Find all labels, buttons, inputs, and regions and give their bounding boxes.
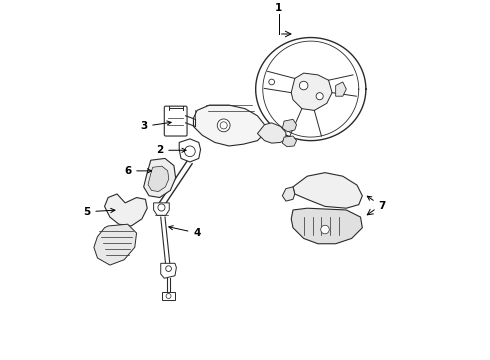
- FancyBboxPatch shape: [164, 106, 187, 136]
- Text: 1: 1: [275, 3, 282, 13]
- Circle shape: [166, 293, 171, 298]
- Polygon shape: [144, 158, 176, 198]
- Circle shape: [220, 122, 227, 129]
- Circle shape: [217, 119, 230, 132]
- Polygon shape: [282, 119, 296, 132]
- Polygon shape: [104, 194, 147, 226]
- Circle shape: [299, 81, 308, 90]
- Circle shape: [185, 146, 195, 157]
- Polygon shape: [94, 224, 137, 265]
- Polygon shape: [194, 105, 265, 146]
- Circle shape: [269, 79, 274, 85]
- Polygon shape: [293, 173, 362, 208]
- Text: 4: 4: [169, 226, 201, 238]
- Polygon shape: [161, 263, 176, 278]
- Text: 5: 5: [83, 207, 115, 217]
- Circle shape: [321, 225, 329, 234]
- Polygon shape: [336, 82, 346, 96]
- Circle shape: [158, 204, 165, 211]
- Polygon shape: [162, 292, 175, 300]
- Polygon shape: [291, 73, 332, 111]
- Polygon shape: [257, 123, 286, 143]
- Polygon shape: [282, 187, 295, 201]
- Text: 3: 3: [140, 121, 171, 131]
- Text: 2: 2: [156, 145, 186, 155]
- Polygon shape: [179, 139, 200, 162]
- Text: 6: 6: [124, 166, 151, 176]
- Circle shape: [316, 93, 323, 100]
- Polygon shape: [291, 208, 362, 244]
- Text: 7: 7: [368, 196, 386, 211]
- Circle shape: [166, 266, 171, 271]
- Polygon shape: [148, 166, 169, 192]
- Polygon shape: [154, 203, 169, 215]
- Polygon shape: [282, 136, 296, 147]
